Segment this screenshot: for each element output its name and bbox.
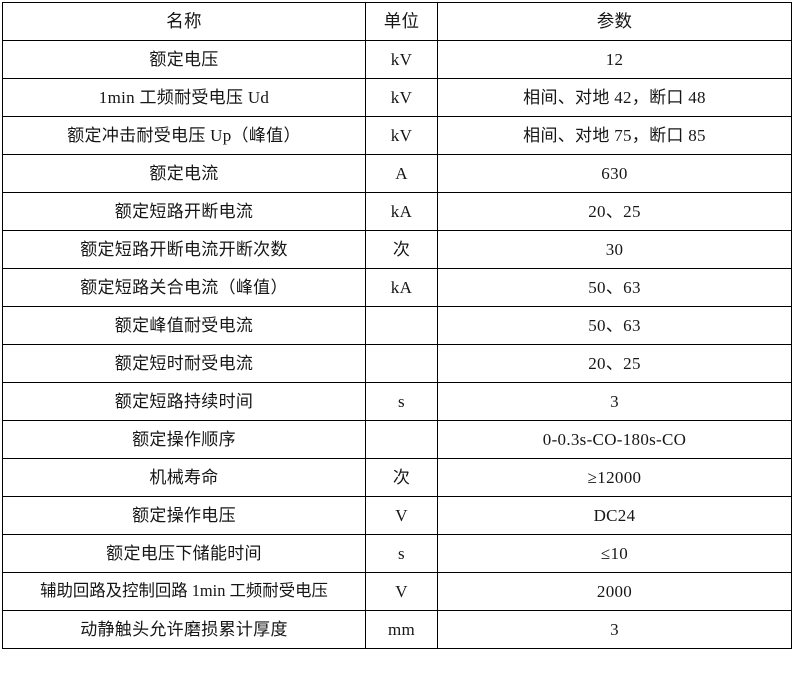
cell-unit: kA (365, 192, 438, 231)
cell-param: 2000 (437, 572, 792, 611)
cell-param: ≤10 (437, 534, 792, 573)
table-row: 额定短路关合电流（峰值） kA 50、63 (2, 268, 792, 307)
cell-param: 3 (437, 382, 792, 421)
cell-unit: mm (365, 610, 438, 649)
table-row: 额定电压 kV 12 (2, 40, 792, 79)
cell-unit: V (365, 572, 438, 611)
table-row: 机械寿命次 ≥12000 (2, 458, 792, 497)
cell-param: 相间、对地 42，断口 48 (437, 78, 792, 117)
cell-name: 额定电流 (2, 154, 366, 193)
cell-param: 相间、对地 75，断口 85 (437, 116, 792, 155)
cell-name: 额定短路关合电流（峰值） (2, 268, 366, 307)
cell-unit: kV (365, 40, 438, 79)
cell-unit (365, 420, 438, 459)
cell-param: 20、25 (437, 344, 792, 383)
cell-param: 30 (437, 230, 792, 269)
table-row: 额定电压下储能时间 s ≤10 (2, 534, 792, 573)
table-row: 额定冲击耐受电压 Up（峰值） kV 相间、对地 75，断口 85 (2, 116, 792, 155)
cell-param: 630 (437, 154, 792, 193)
cell-name: 辅助回路及控制回路 1min 工频耐受电压 (2, 572, 366, 611)
cell-name: 额定电压下储能时间 (2, 534, 366, 573)
column-header-name: 名称 (2, 2, 366, 41)
cell-unit: kV (365, 116, 438, 155)
cell-name: 额定冲击耐受电压 Up（峰值） (2, 116, 366, 155)
cell-unit (365, 306, 438, 345)
column-header-unit: 单位 (365, 2, 438, 41)
column-header-param: 参数 (437, 2, 792, 41)
table-row: 额定操作电压 V DC24 (2, 496, 792, 535)
cell-name: 额定短时耐受电流 (2, 344, 366, 383)
cell-param: ≥12000 (437, 458, 792, 497)
cell-param: 12 (437, 40, 792, 79)
table-header-row: 名称 单位 参数 (2, 2, 792, 41)
cell-param: 50、63 (437, 268, 792, 307)
specification-table: 名称 单位 参数 额定电压 kV 12 1min 工频耐受电压 Ud kV 相间、对地 4… (2, 2, 792, 649)
cell-name: 额定短路开断电流开断次数 (2, 230, 366, 269)
cell-param: 20、25 (437, 192, 792, 231)
cell-unit (365, 344, 438, 383)
table-row: 额定短路持续时间 s 3 (2, 382, 792, 421)
cell-name: 额定短路持续时间 (2, 382, 366, 421)
cell-unit: 次 (365, 230, 438, 269)
cell-unit: A (365, 154, 438, 193)
cell-unit: s (365, 534, 438, 573)
cell-name: 动静触头允许磨损累计厚度 (2, 610, 366, 649)
cell-param: 0-0.3s-CO-180s-CO (437, 420, 792, 459)
cell-unit: 次 (365, 458, 438, 497)
table-row: 额定短时耐受电流 20、25 (2, 344, 792, 383)
cell-name: 额定电压 (2, 40, 366, 79)
cell-name: 机械寿命 (2, 458, 366, 497)
table-row: 额定峰值耐受电流 50、63 (2, 306, 792, 345)
cell-name: 1min 工频耐受电压 Ud (2, 78, 366, 117)
table-row: 额定操作顺序 0-0.3s-CO-180s-CO (2, 420, 792, 459)
table-header: 名称 单位 参数 (2, 2, 792, 41)
cell-name: 额定操作电压 (2, 496, 366, 535)
table-body: 额定电压 kV 12 1min 工频耐受电压 Ud kV 相间、对地 42，断口 48 额定… (2, 40, 792, 649)
cell-param: 50、63 (437, 306, 792, 345)
cell-name: 额定峰值耐受电流 (2, 306, 366, 345)
cell-unit: s (365, 382, 438, 421)
table-row: 额定电流 A 630 (2, 154, 792, 193)
table-row: 额定短路开断电流 kA 20、25 (2, 192, 792, 231)
table-row: 1min 工频耐受电压 Ud kV 相间、对地 42，断口 48 (2, 78, 792, 117)
cell-name: 额定短路开断电流 (2, 192, 366, 231)
cell-param: 3 (437, 610, 792, 649)
cell-name: 额定操作顺序 (2, 420, 366, 459)
cell-param: DC24 (437, 496, 792, 535)
table-row: 辅助回路及控制回路 1min 工频耐受电压 V 2000 (2, 572, 792, 611)
cell-unit: kA (365, 268, 438, 307)
cell-unit: kV (365, 78, 438, 117)
table-row: 动静触头允许磨损累计厚度 mm 3 (2, 610, 792, 649)
cell-unit: V (365, 496, 438, 535)
table-row: 额定短路开断电流开断次数次 30 (2, 230, 792, 269)
